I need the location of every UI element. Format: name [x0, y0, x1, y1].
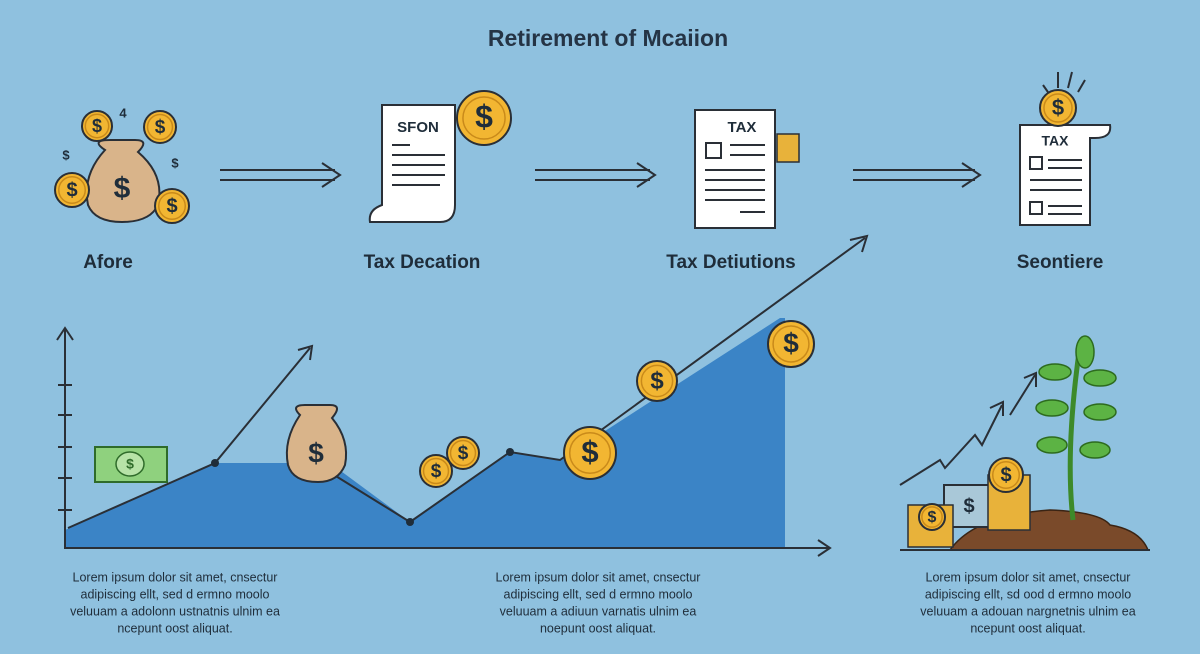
description-line: ncepunt oost aliquat.	[970, 621, 1085, 635]
coin-rim	[84, 113, 110, 139]
description-line: noepunt oost aliquat.	[540, 621, 656, 635]
document-2	[694, 109, 800, 229]
document-3	[1019, 71, 1112, 226]
coin-rim	[772, 325, 810, 363]
coin	[456, 90, 512, 146]
coin-rim	[991, 460, 1021, 490]
coin	[154, 188, 190, 224]
description-line: adipiscing ellt, sd ood d ermno moolo	[925, 587, 1131, 601]
plant-illustration	[899, 335, 1150, 551]
description-line: ncepunt oost aliquat.	[117, 621, 232, 635]
coin-symbol: $	[92, 116, 102, 136]
coin	[54, 172, 90, 208]
coin-symbol: $	[1000, 464, 1011, 486]
bag-symbol: $	[308, 437, 324, 468]
coin-rim	[640, 364, 674, 398]
coin-symbol: $	[581, 434, 598, 469]
coin	[563, 426, 617, 480]
coin-rim	[921, 506, 943, 528]
coin-rim	[157, 191, 187, 221]
coin	[767, 320, 815, 368]
description-line: Lorem ipsum dolor sit amet, cnsectur	[496, 570, 701, 584]
coin-symbol: $	[1052, 95, 1064, 120]
coin-rim	[146, 113, 174, 141]
coin	[636, 360, 678, 402]
document-1	[368, 104, 456, 223]
currency-mark: $	[62, 147, 70, 162]
document-text: TAX	[728, 119, 757, 136]
coin-symbol: $	[166, 195, 177, 217]
description-line: veluuam a adouan nargnetnis ulnim ea	[920, 604, 1135, 618]
coin-symbol: $	[66, 179, 77, 201]
coin-rim	[422, 457, 450, 485]
step-label: Tax Decation	[364, 252, 481, 273]
coin-symbol: $	[475, 98, 493, 134]
area	[65, 318, 785, 548]
coin-symbol: $	[650, 367, 664, 394]
coin-symbol: $	[458, 443, 469, 464]
coin	[446, 436, 480, 470]
coin-rim	[449, 439, 477, 467]
bill-symbol: $	[963, 495, 974, 517]
coin-rim	[568, 431, 612, 475]
small-mark: 4	[119, 105, 127, 120]
coin	[1039, 89, 1077, 127]
coin	[918, 503, 946, 531]
description-line: veluuam a adiuun varnatis ulnim ea	[500, 604, 697, 618]
step-label: Tax Detiutions	[666, 252, 796, 273]
coin-symbol: $	[155, 117, 166, 138]
description-line: adipiscing ellt, sed d ermno moolo	[81, 587, 270, 601]
coin	[419, 454, 453, 488]
bill-symbol: $	[126, 456, 134, 472]
description-line: veluuam a adolonn ustnatnis ulnim ea	[70, 604, 280, 618]
growth-chart	[56, 234, 869, 557]
title: Retirement of Mcaiion	[488, 25, 728, 51]
coin-symbol: $	[431, 461, 442, 482]
step-arrows	[220, 162, 982, 188]
coin-rim	[57, 175, 87, 205]
coin	[988, 457, 1024, 493]
document-text: SFON	[397, 119, 439, 136]
coin-rim	[1043, 93, 1073, 123]
description-line: Lorem ipsum dolor sit amet, cnsectur	[73, 570, 278, 584]
coin-rim	[462, 96, 506, 140]
coin	[143, 110, 177, 144]
description-line: Lorem ipsum dolor sit amet, cnsectur	[926, 570, 1131, 584]
description-line: adipiscing ellt, sed d ermno moolo	[504, 587, 693, 601]
coin-symbol: $	[928, 509, 937, 526]
document-text: TAX	[1042, 133, 1070, 149]
coin	[81, 110, 113, 142]
step-label: Seontiere	[1017, 252, 1104, 273]
currency-mark: $	[171, 155, 179, 170]
bag-symbol: $	[114, 172, 131, 205]
step-label: Afore	[83, 252, 133, 273]
coin-symbol: $	[783, 327, 799, 358]
